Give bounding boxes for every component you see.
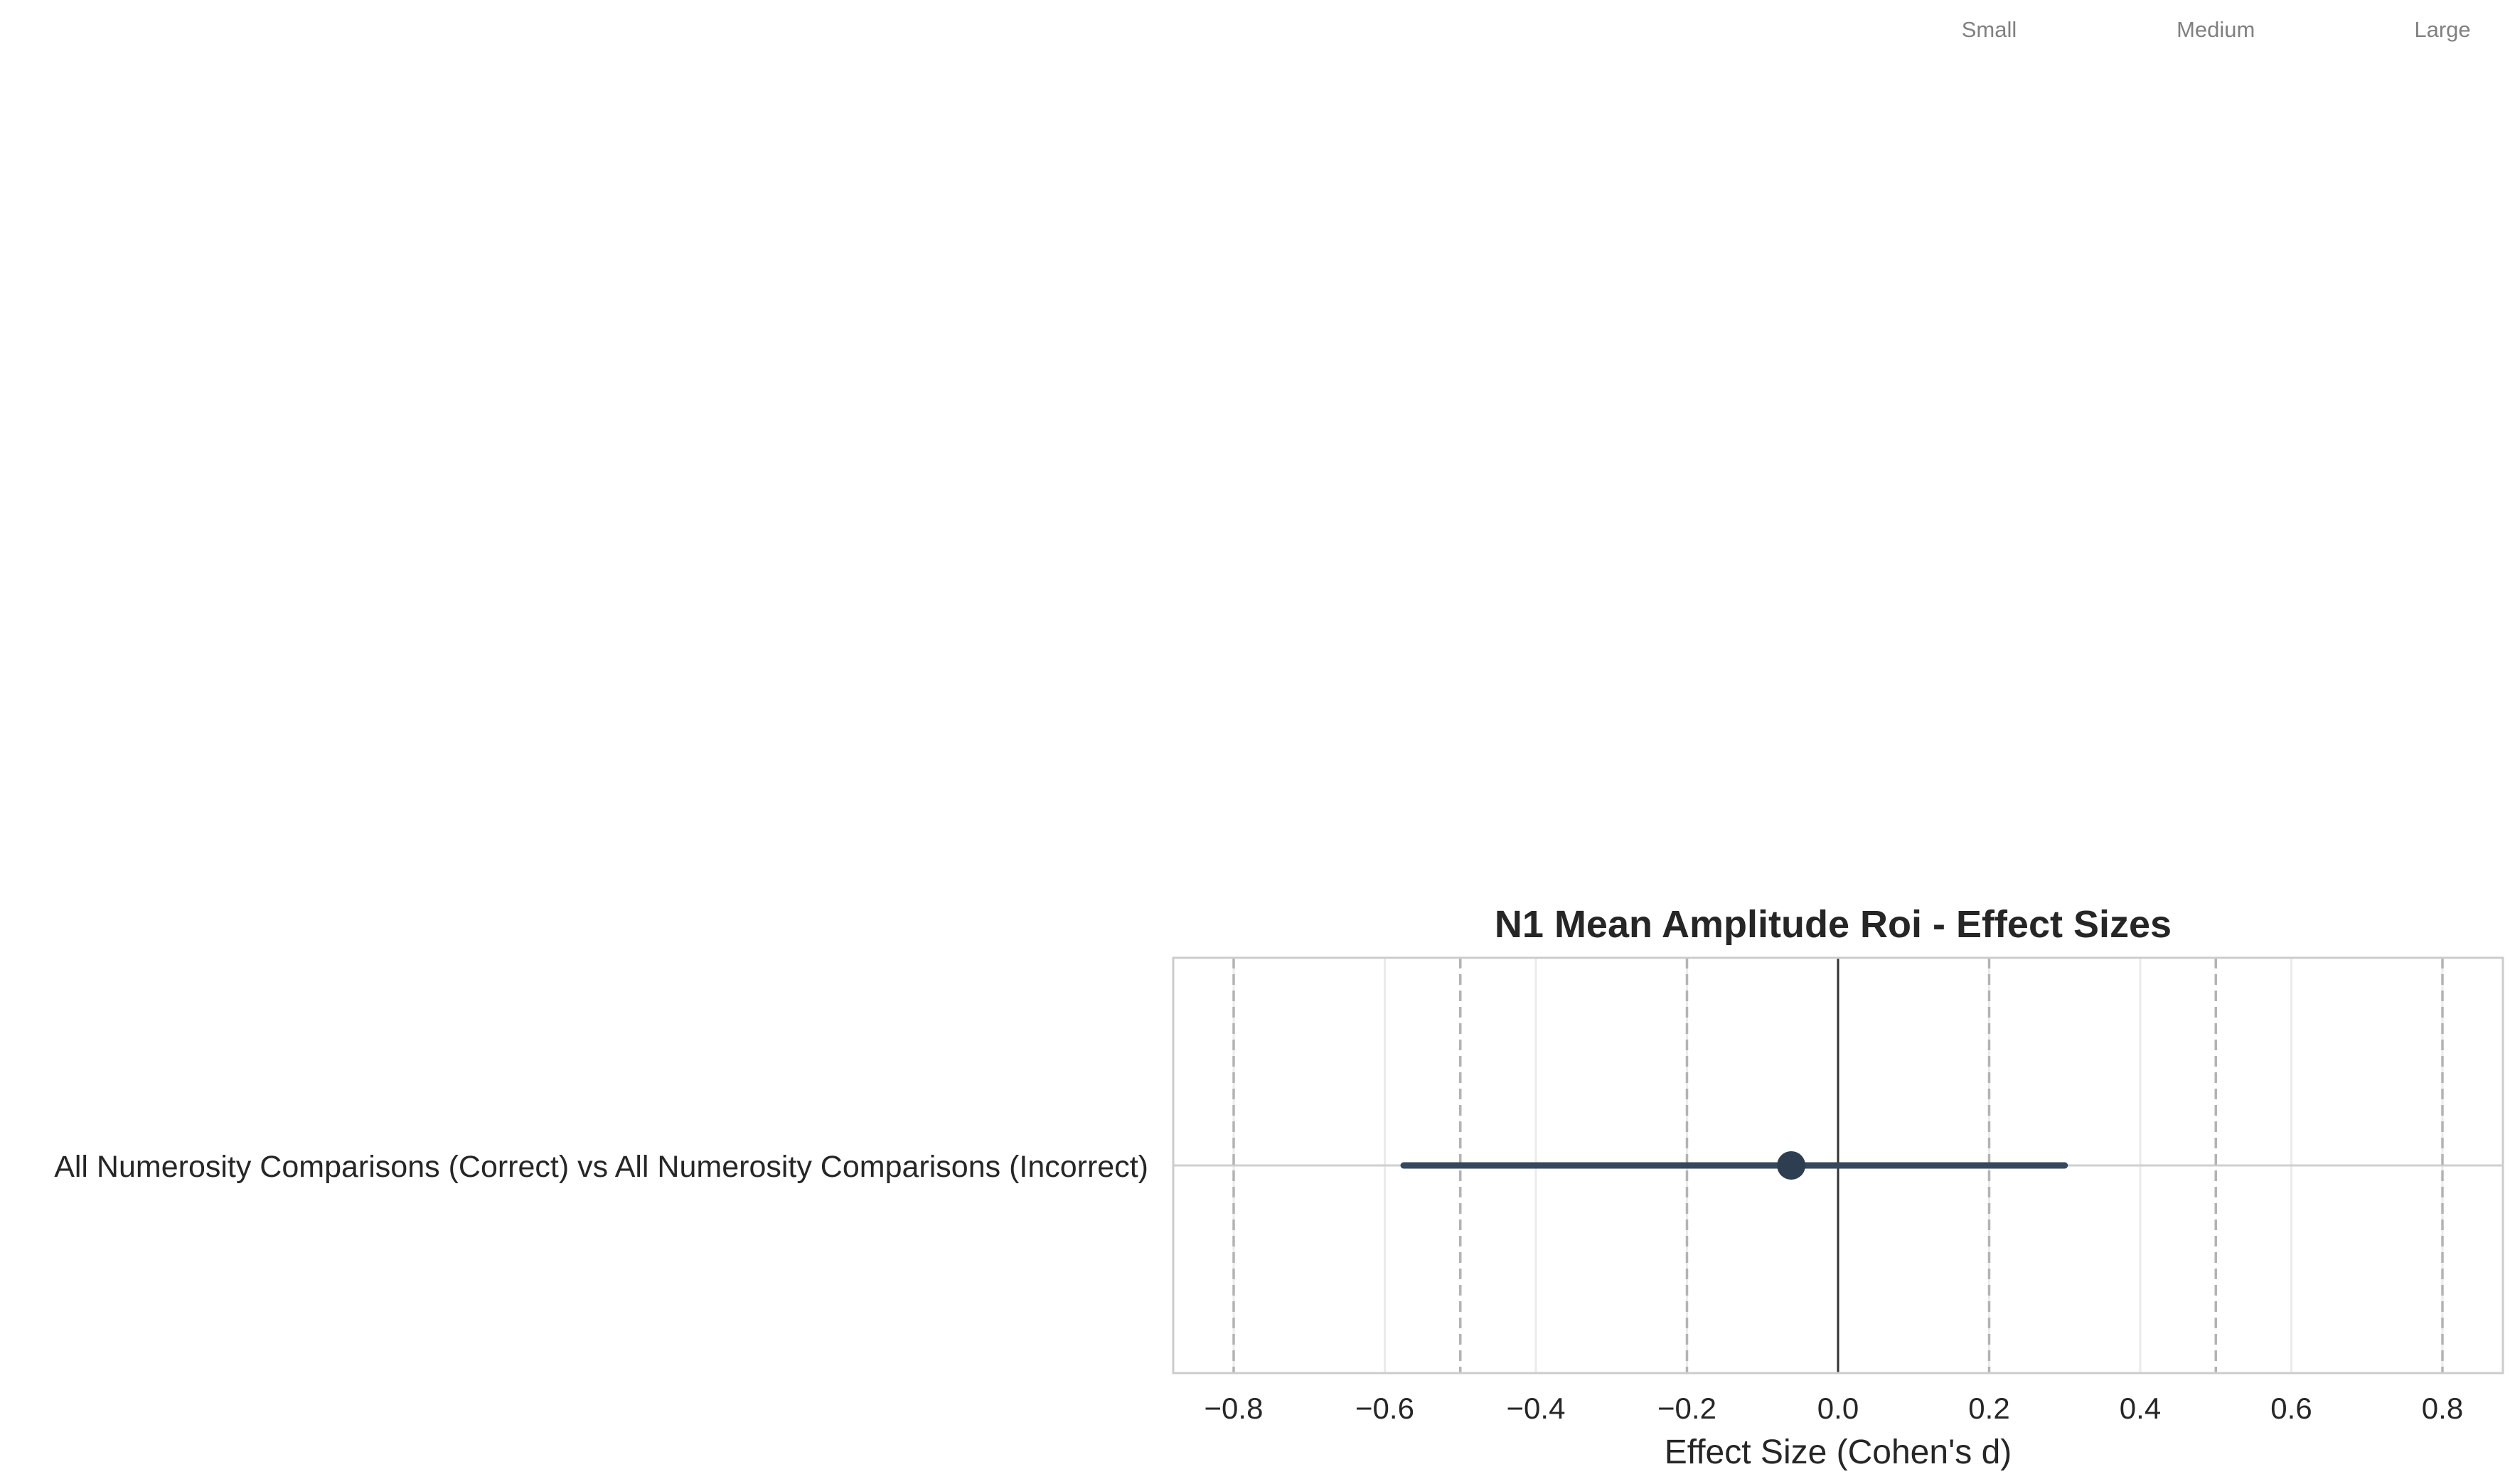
row-label-0: All Numerosity Comparisons (Correct) vs … xyxy=(54,1150,1148,1184)
x-tick-label-3: −0.2 xyxy=(1657,1392,1716,1425)
reference-label-medium: Medium xyxy=(2177,17,2255,42)
x-axis-label: Effect Size (Cohen's d) xyxy=(1665,1434,2012,1471)
x-tick-label-8: 0.8 xyxy=(2422,1392,2463,1425)
plot-frame xyxy=(1172,956,2504,1374)
effect-size-reference-labels: Small Medium Large xyxy=(1962,17,2471,42)
x-axis-ticks: −0.8 −0.6 −0.4 −0.2 0.0 0.2 0.4 0.6 0.8 xyxy=(1205,1392,2464,1425)
reference-label-small: Small xyxy=(1962,17,2017,42)
effect-size-reference-lines xyxy=(1232,958,2444,1373)
x-tick-label-4: 0.0 xyxy=(1817,1392,1859,1425)
x-tick-label-6: 0.4 xyxy=(2120,1392,2161,1425)
x-tick-label-5: 0.2 xyxy=(1968,1392,2009,1425)
x-tick-label-2: −0.4 xyxy=(1507,1392,1566,1425)
x-tick-label-1: −0.6 xyxy=(1355,1392,1414,1425)
comparison-rows: All Numerosity Comparisons (Correct) vs … xyxy=(54,1150,2068,1184)
effect-size-point-0 xyxy=(1777,1151,1806,1180)
x-tick-label-0: −0.8 xyxy=(1205,1392,1264,1425)
reference-label-large: Large xyxy=(2414,17,2470,42)
chart-title: N1 Mean Amplitude Roi - Effect Sizes xyxy=(1495,903,2172,946)
x-tick-label-7: 0.6 xyxy=(2270,1392,2312,1425)
